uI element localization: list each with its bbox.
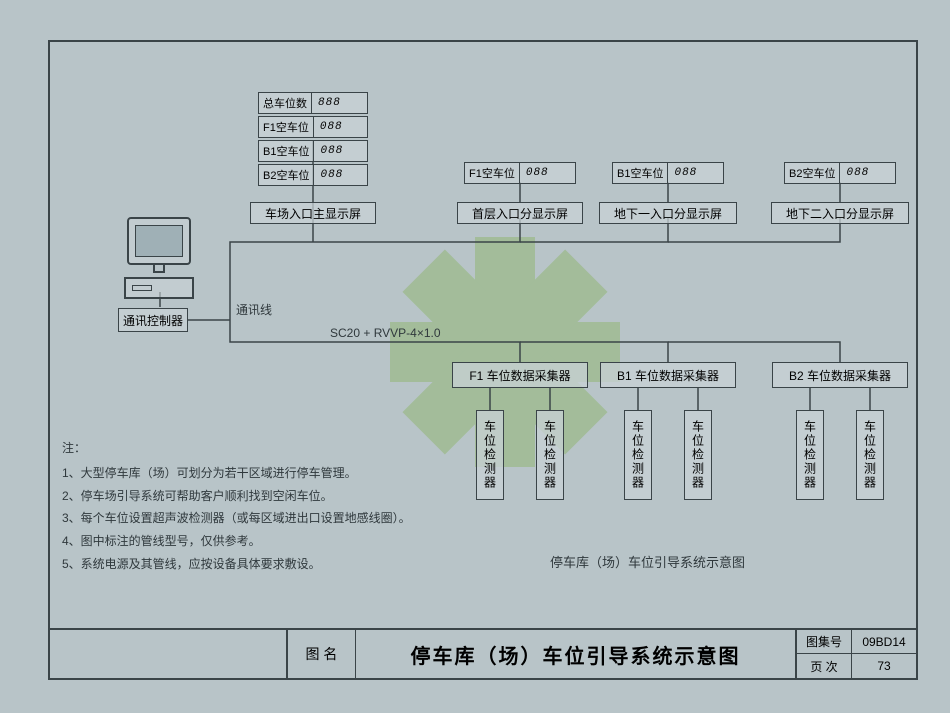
display-value: 888	[312, 95, 347, 111]
display-value: 088	[668, 165, 703, 181]
title-block: 图 名 停车库（场）车位引导系统示意图 图集号 09BD14 页 次 73	[50, 628, 916, 678]
branch-display-b1: B1空车位 088	[612, 162, 724, 184]
computer-icon	[120, 217, 198, 307]
display-label: B2空车位	[785, 163, 840, 183]
main-screen-box: 车场入口主显示屏	[250, 202, 376, 224]
branch-display-b2: B2空车位 088	[784, 162, 896, 184]
notes-block: 注： 1、大型停车库（场）可划分为若干区域进行停车管理。 2、停车场引导系统可帮…	[62, 437, 422, 576]
detector-b2-a: 车位检测器	[796, 410, 824, 500]
note-item: 1、大型停车库（场）可划分为若干区域进行停车管理。	[62, 462, 422, 485]
detector-f1-a: 车位检测器	[476, 410, 504, 500]
detector-b2-b: 车位检测器	[856, 410, 884, 500]
display-value: 088	[840, 165, 875, 181]
diagram-frame: 通讯控制器 通讯线 SC20 + RVVP-4×1.0 总车位数 888 F1空…	[48, 40, 918, 680]
main-display-b1: B1空车位 088	[258, 140, 368, 162]
collector-f1: F1 车位数据采集器	[452, 362, 588, 388]
display-value: 088	[520, 165, 555, 181]
detector-b1-a: 车位检测器	[624, 410, 652, 500]
collector-b1: B1 车位数据采集器	[600, 362, 736, 388]
page-label: 页 次	[796, 654, 851, 678]
titleblock-mini: 图集号 09BD14 页 次 73	[796, 630, 916, 678]
cable-spec-label: SC20 + RVVP-4×1.0	[330, 326, 441, 340]
display-label: 总车位数	[259, 93, 312, 113]
main-display-b2: B2空车位 088	[258, 164, 368, 186]
display-label: F1空车位	[465, 163, 520, 183]
display-label: B1空车位	[259, 141, 314, 161]
display-label: B1空车位	[613, 163, 668, 183]
display-value: 088	[314, 143, 349, 159]
set-value: 09BD14	[851, 630, 916, 654]
controller-box: 通讯控制器	[118, 308, 188, 332]
display-value: 088	[314, 119, 349, 135]
main-display-total: 总车位数 888	[258, 92, 368, 114]
wiring	[50, 42, 916, 678]
b2-screen-box: 地下二入口分显示屏	[771, 202, 909, 224]
main-display-f1: F1空车位 088	[258, 116, 368, 138]
note-item: 2、停车场引导系统可帮助客户顺利找到空闲车位。	[62, 485, 422, 508]
note-item: 4、图中标注的管线型号，仅供参考。	[62, 530, 422, 553]
page-value: 73	[851, 654, 916, 678]
f1-screen-box: 首层入口分显示屏	[457, 202, 583, 224]
collector-b2: B2 车位数据采集器	[772, 362, 908, 388]
display-label: B2空车位	[259, 165, 314, 185]
branch-display-f1: F1空车位 088	[464, 162, 576, 184]
page: 通讯控制器 通讯线 SC20 + RVVP-4×1.0 总车位数 888 F1空…	[0, 0, 950, 713]
detector-f1-b: 车位检测器	[536, 410, 564, 500]
comm-line-label: 通讯线	[236, 301, 272, 318]
name-label-cell: 图 名	[286, 630, 356, 678]
display-label: F1空车位	[259, 117, 314, 137]
set-label: 图集号	[796, 630, 851, 654]
note-item: 3、每个车位设置超声波检测器（或每区域进出口设置地感线圈）。	[62, 507, 422, 530]
display-value: 088	[314, 167, 349, 183]
figure-caption: 停车库（场）车位引导系统示意图	[550, 552, 745, 571]
detector-b1-b: 车位检测器	[684, 410, 712, 500]
watermark-icon	[390, 237, 620, 467]
note-item: 5、系统电源及其管线，应按设备具体要求敷设。	[62, 553, 422, 576]
b1-screen-box: 地下一入口分显示屏	[599, 202, 737, 224]
title-cell: 停车库（场）车位引导系统示意图	[356, 630, 796, 678]
notes-header: 注：	[62, 437, 422, 460]
